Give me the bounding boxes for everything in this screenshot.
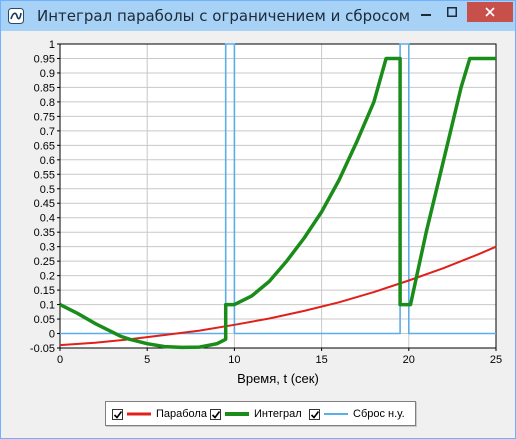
swatch-line xyxy=(225,412,249,416)
y-tick-label: 0.05 xyxy=(34,314,55,326)
series-line-1 xyxy=(59,56,496,350)
x-tick-label: 10 xyxy=(228,354,240,366)
swatch-line xyxy=(127,412,151,416)
maximize-button[interactable] xyxy=(439,2,465,22)
y-tick-label: 1 xyxy=(49,39,55,51)
swatch-line xyxy=(324,413,348,415)
legend-label-reset: Сброс н.у. xyxy=(353,408,405,420)
x-tick-label: 0 xyxy=(57,354,63,366)
y-tick-label: 0.9 xyxy=(40,68,55,80)
chart-legend: Парабола Интеграл Сброс н.у. xyxy=(105,401,416,426)
y-tick-label: 0.5 xyxy=(40,184,55,196)
legend-swatch-integral xyxy=(225,412,249,416)
series-line-0 xyxy=(59,245,497,347)
legend-label-integral: Интеграл xyxy=(254,408,302,420)
y-tick-label: 0.25 xyxy=(34,256,55,268)
y-tick-label: 0.95 xyxy=(34,53,55,65)
legend-checkbox-reset[interactable] xyxy=(309,408,320,420)
app-logo-icon[interactable] xyxy=(8,8,24,24)
x-tick-label: 5 xyxy=(144,354,150,366)
legend-label-parabola: Парабола xyxy=(156,408,207,420)
x-tick-label: 20 xyxy=(403,354,415,366)
minimize-icon xyxy=(421,14,431,16)
legend-item-parabola[interactable]: Парабола xyxy=(112,405,207,423)
checkmark-icon xyxy=(113,410,123,419)
window-title: Интеграл параболы с ограничением и сброс… xyxy=(37,7,411,25)
legend-item-reset[interactable]: Сброс н.у. xyxy=(309,405,405,423)
y-tick-label: 0.1 xyxy=(40,300,55,312)
y-tick-label: -0.05 xyxy=(30,343,55,355)
series-line-2 xyxy=(60,43,496,335)
y-tick-label: 0.3 xyxy=(40,242,55,254)
legend-swatch-parabola xyxy=(127,412,151,416)
y-tick-label: 0.15 xyxy=(34,285,55,297)
close-icon xyxy=(485,7,495,17)
plot-frame xyxy=(59,43,497,349)
y-tick-label: 0.2 xyxy=(40,271,55,283)
checkmark-icon xyxy=(310,410,320,419)
legend-checkbox-integral[interactable] xyxy=(210,408,221,420)
y-tick-label: 0.65 xyxy=(34,140,55,152)
y-tick-label: 0.55 xyxy=(34,169,55,181)
chart-plot: -0.0500.050.10.150.20.250.30.350.40.450.… xyxy=(30,39,502,386)
legend-checkbox-parabola[interactable] xyxy=(112,408,123,420)
y-tick-label: 0.8 xyxy=(40,97,55,109)
legend-item-integral[interactable]: Интеграл xyxy=(210,405,302,423)
legend-swatch-reset xyxy=(324,413,348,415)
y-tick-label: 0.4 xyxy=(40,213,55,225)
minimize-button[interactable] xyxy=(413,2,439,22)
y-tick-label: 0.6 xyxy=(40,155,55,167)
x-tick-label: 15 xyxy=(315,354,327,366)
maximize-icon xyxy=(447,7,457,17)
x-tick-label: 25 xyxy=(490,354,502,366)
y-tick-label: 0.7 xyxy=(40,126,55,138)
close-button[interactable] xyxy=(467,2,513,22)
y-tick-label: 0.35 xyxy=(34,227,55,239)
checkmark-icon xyxy=(211,410,221,419)
y-tick-label: 0.75 xyxy=(34,111,55,123)
y-tick-label: 0.85 xyxy=(34,82,55,94)
y-tick-label: 0 xyxy=(49,329,55,341)
y-tick-label: 0.45 xyxy=(34,198,55,210)
title-bar[interactable]: Интеграл параболы с ограничением и сброс… xyxy=(1,1,515,31)
x-axis-label: Время, t (сек) xyxy=(237,371,319,386)
plot-background xyxy=(60,44,496,348)
